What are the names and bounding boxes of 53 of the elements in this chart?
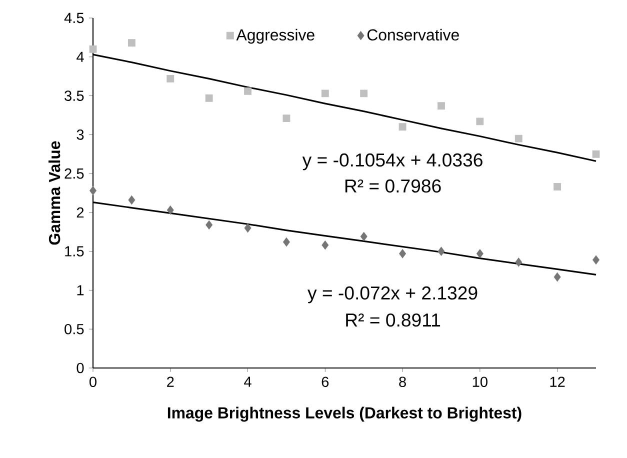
legend-label: Conservative: [367, 28, 459, 41]
point: [166, 74, 174, 82]
x-tick-label: 8: [399, 376, 406, 388]
point: [244, 87, 252, 95]
point: [476, 118, 484, 126]
x-tick-label: 0: [90, 376, 96, 388]
y-tick-label: 1.5: [65, 246, 84, 256]
x-axis-title: Image Brightness Levels (Darkest to Brightest): [168, 406, 522, 422]
point: [244, 223, 252, 233]
point: [592, 255, 600, 264]
point: [128, 195, 136, 205]
point: [515, 258, 522, 267]
point: [322, 240, 329, 250]
point: [360, 232, 368, 242]
point: [90, 186, 96, 196]
y-tick-label: 3: [76, 130, 84, 140]
x-tick-label: 4: [244, 376, 252, 387]
point: [438, 246, 445, 256]
y-tick-label: 4: [76, 52, 84, 62]
point: [205, 94, 213, 102]
point: [438, 102, 445, 110]
y-tick-label: 1: [77, 285, 84, 296]
point: [283, 237, 290, 247]
point: [476, 249, 484, 258]
x-tick-label: 2: [167, 376, 174, 387]
x-tick-label: 6: [322, 376, 329, 388]
point: [514, 134, 522, 142]
annotation: y = -0.072x + 2.1329: [308, 286, 478, 304]
point: [206, 220, 213, 230]
point: [128, 39, 136, 47]
point: [360, 90, 368, 98]
legend-label: Aggressive: [236, 28, 314, 44]
annotation: R² = 0.7986: [345, 179, 441, 193]
point: [398, 123, 406, 131]
point: [592, 150, 600, 158]
y-axis-title: Gamma Value: [48, 141, 60, 245]
point: [321, 90, 329, 98]
y-tick-label: 0.5: [64, 324, 84, 334]
point: [89, 45, 97, 53]
y-tick-label: 0: [76, 362, 84, 374]
y-tick-label: 4.5: [64, 12, 84, 24]
x-tick-label: 12: [550, 376, 565, 387]
x-tick-label: 10: [472, 376, 488, 388]
annotation: R² = 0.8911: [346, 313, 440, 327]
point: [166, 206, 174, 215]
point: [282, 114, 290, 122]
point: [399, 249, 406, 258]
point: [554, 272, 561, 282]
y-tick-label: 3.5: [64, 90, 84, 101]
point: [554, 183, 562, 190]
y-tick-label: 2.5: [64, 168, 84, 179]
y-tick-label: 2: [76, 207, 84, 218]
annotation: y = -0.1054x + 4.0336: [302, 153, 482, 170]
